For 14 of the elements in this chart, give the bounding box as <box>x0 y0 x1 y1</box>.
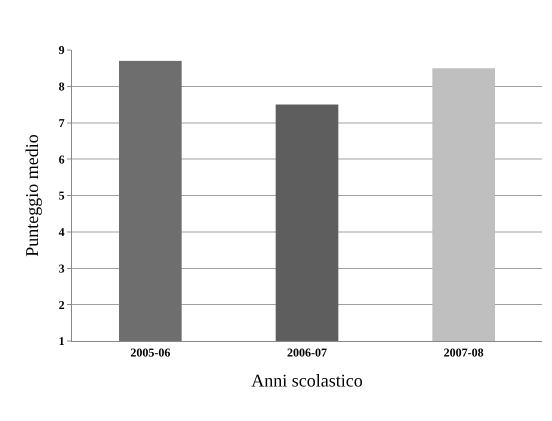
y-axis-title: Punteggio medio <box>22 134 42 257</box>
y-tick-label: 2 <box>58 298 65 312</box>
y-tick-label: 6 <box>58 152 65 166</box>
y-tick-label: 3 <box>58 261 65 276</box>
y-tick-label: 7 <box>58 116 65 130</box>
y-tick-label: 8 <box>58 80 65 94</box>
y-tick-label: 4 <box>58 225 65 240</box>
y-tick-label: 5 <box>58 188 65 203</box>
x-tick-label: 2007-08 <box>444 345 484 360</box>
x-axis-title: Anni scolastico <box>251 370 363 390</box>
y-tick-label: 9 <box>58 43 65 58</box>
x-tick-label: 2005-06 <box>130 345 170 360</box>
x-tick-label: 2006-07 <box>287 345 327 360</box>
y-tick-label: 1 <box>58 334 65 348</box>
